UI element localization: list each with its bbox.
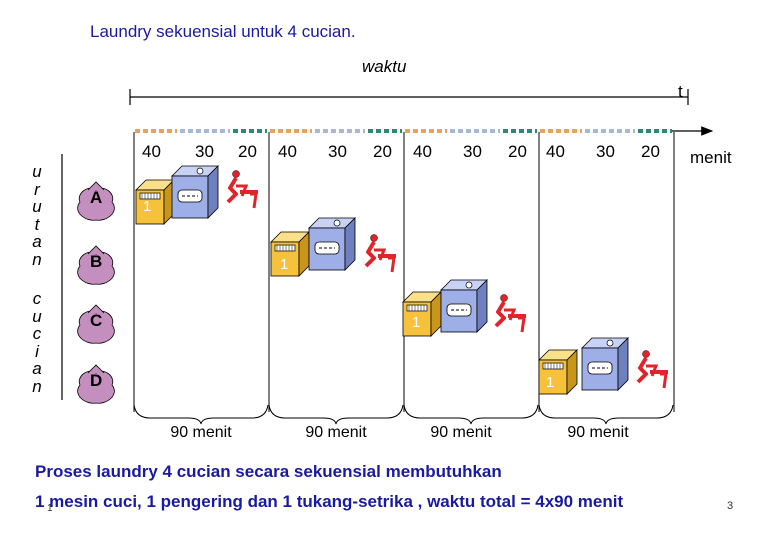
- tick-label: 40: [278, 142, 297, 161]
- duration-label: 90 menit: [170, 424, 232, 441]
- dryer-icon-a: [171, 165, 219, 219]
- load-letter-c: C: [90, 311, 103, 330]
- footer-line-2: 1 mesin cuci, 1 pengering dan 1 tukang-s…: [35, 492, 623, 512]
- iron-icon-c: [494, 292, 528, 334]
- dryer-icon-b: [308, 217, 356, 271]
- load-letter-a: A: [90, 188, 103, 207]
- duration-label: 90 menit: [305, 424, 367, 441]
- tick-label: 40: [142, 142, 161, 161]
- washer-number-c: 1: [412, 314, 421, 331]
- tick-label: 20: [508, 142, 527, 161]
- footer-page-small: 1: [47, 503, 53, 514]
- tick-label: 30: [195, 142, 214, 161]
- tick-label: 20: [238, 142, 257, 161]
- dryer-icon-d: [581, 337, 629, 391]
- footer-total-value: 4x90 menit: [535, 492, 624, 511]
- time-unit-label: menit: [690, 148, 732, 167]
- tick-label: 30: [463, 142, 482, 161]
- washer-icon-a: [135, 179, 175, 225]
- duration-braces: [133, 404, 674, 425]
- time-axis-label: waktu: [362, 57, 407, 76]
- duration-label: 90 menit: [430, 424, 492, 441]
- washer-icon-c: [402, 291, 442, 337]
- tick-label: 20: [641, 142, 660, 161]
- time-axis-end-label: t: [678, 82, 683, 101]
- washer-number-d: 1: [546, 374, 555, 391]
- washer-number-b: 1: [280, 256, 289, 273]
- tick-label: 40: [413, 142, 432, 161]
- footer-line-1: Proses laundry 4 cucian secara sekuensia…: [35, 462, 502, 481]
- page-title: Laundry sekuensial untuk 4 cucian.: [90, 22, 356, 41]
- washer-icon-d: [538, 349, 578, 395]
- load-letter-b: B: [90, 252, 103, 271]
- dryer-icon-c: [440, 279, 488, 333]
- tick-label: 30: [596, 142, 615, 161]
- order-label-urutan: u r u t a n: [32, 162, 42, 269]
- washer-number-a: 1: [143, 198, 152, 215]
- slide-number: 3: [727, 500, 734, 512]
- group-boundaries: [133, 132, 675, 412]
- iron-icon-b: [364, 232, 398, 274]
- tick-label: 40: [546, 142, 565, 161]
- load-letter-d: D: [90, 371, 103, 390]
- footer-line-2-text: 1 mesin cuci, 1 pengering dan 1 tukang-s…: [35, 492, 536, 511]
- washer-icon-b: [270, 231, 310, 277]
- duration-label: 90 menit: [567, 424, 629, 441]
- tick-label: 20: [373, 142, 392, 161]
- order-label-cucian: c u c i a n: [32, 289, 42, 396]
- iron-icon-d: [636, 348, 670, 390]
- iron-icon-a: [226, 168, 260, 210]
- tick-label: 30: [328, 142, 347, 161]
